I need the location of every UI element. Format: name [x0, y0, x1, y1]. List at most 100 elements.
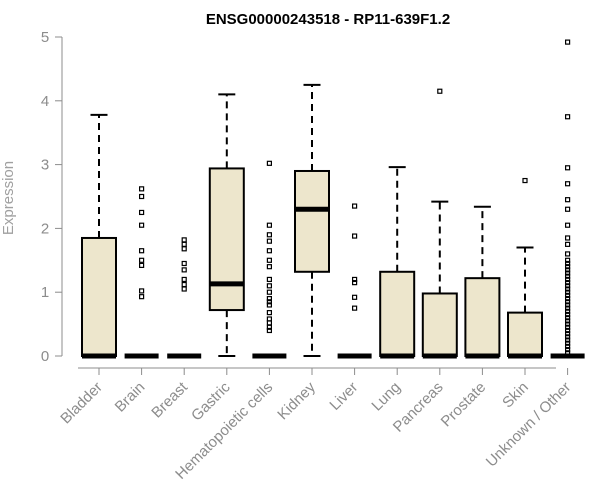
box-group — [550, 39, 585, 359]
outlier-point — [181, 276, 187, 283]
outlier-point — [564, 264, 571, 270]
box-body — [507, 311, 543, 357]
outlier-point — [564, 197, 571, 203]
outlier-point — [564, 257, 571, 263]
box-group — [507, 177, 543, 359]
outlier-point — [139, 248, 145, 254]
outlier-point — [564, 286, 571, 292]
outlier-point — [266, 160, 272, 166]
outlier-point — [564, 251, 571, 257]
outlier-point — [181, 281, 187, 288]
box-group — [379, 166, 416, 359]
box-group — [167, 237, 202, 359]
outlier-point — [564, 39, 571, 45]
box-group — [81, 113, 117, 359]
outlier-point — [181, 237, 187, 243]
outlier-point — [352, 276, 358, 283]
outlier-point — [181, 286, 187, 292]
outlier-point — [564, 289, 571, 295]
outlier-point — [564, 350, 571, 356]
x-tick-label: Skin — [499, 379, 532, 412]
outlier-point — [564, 270, 571, 276]
box-body — [81, 236, 117, 357]
x-tick-label: Brain — [112, 379, 149, 416]
x-tick-label: Breast — [148, 378, 191, 421]
outlier-point — [564, 321, 571, 327]
outlier-point — [181, 241, 187, 247]
x-tick-label: Bladder — [57, 379, 106, 428]
outlier-point — [564, 337, 571, 343]
outlier-point — [266, 276, 272, 283]
outlier-point — [181, 267, 187, 273]
box-body — [208, 167, 245, 312]
outlier-point — [266, 299, 272, 305]
box-group — [252, 160, 287, 359]
outlier-point — [564, 273, 571, 279]
outlier-point — [564, 343, 571, 350]
outlier-point — [352, 233, 358, 239]
outlier-point — [564, 295, 571, 302]
y-axis-title: Expression — [0, 161, 17, 235]
x-tick-label: Kidney — [274, 378, 319, 423]
outlier-point — [352, 305, 358, 311]
outlier-point — [564, 292, 571, 298]
outlier-point — [352, 280, 358, 286]
box-series — [81, 39, 585, 359]
outlier-point — [564, 324, 571, 330]
box-body — [379, 270, 416, 357]
outlier-point — [139, 257, 145, 263]
outlier-point — [564, 283, 571, 289]
outlier-point — [139, 262, 145, 269]
y-axis-ticks: 0 1 2 3 4 5 — [41, 29, 62, 365]
outlier-point — [352, 294, 358, 300]
outlier-point — [564, 347, 571, 353]
outlier-point — [266, 264, 272, 270]
y-tick-label: 0 — [41, 348, 49, 365]
outlier-point — [437, 88, 443, 94]
outlier-point — [564, 302, 571, 308]
outlier-point — [139, 209, 145, 216]
outlier-point — [564, 235, 571, 241]
outlier-point — [139, 294, 145, 300]
outlier-point — [266, 316, 272, 322]
outlier-point — [181, 246, 187, 252]
outlier-point — [266, 302, 272, 308]
box-body — [294, 169, 330, 273]
outlier-point — [564, 222, 571, 228]
outlier-point — [564, 327, 571, 334]
outlier-point — [564, 331, 571, 337]
outlier-point — [266, 283, 272, 289]
y-tick-label: 1 — [41, 284, 49, 301]
box-body — [421, 292, 458, 358]
outlier-point — [564, 181, 571, 187]
outlier-point — [564, 114, 571, 120]
box-body — [464, 277, 501, 357]
outlier-point — [352, 203, 358, 209]
box-group — [124, 186, 159, 359]
outlier-point — [266, 327, 272, 334]
x-tick-label: Liver — [326, 379, 361, 414]
outlier-point — [266, 310, 272, 316]
outlier-point — [564, 165, 571, 171]
outlier-point — [139, 288, 145, 294]
chart-title: ENSG00000243518 - RP11-639F1.2 — [206, 11, 450, 28]
x-tick-label: Prostate — [438, 379, 490, 431]
outlier-point — [564, 305, 571, 311]
outlier-point — [564, 276, 571, 283]
outlier-point — [139, 186, 145, 192]
outlier-point — [564, 340, 571, 346]
outlier-point — [139, 193, 145, 200]
outlier-point — [139, 222, 145, 228]
outlier-point — [564, 206, 571, 212]
x-tick-label: Lung — [368, 379, 404, 415]
y-tick-label: 2 — [41, 220, 49, 237]
box-group — [464, 205, 501, 359]
outlier-point — [564, 280, 571, 286]
outlier-point — [181, 260, 187, 267]
y-tick-label: 3 — [41, 157, 49, 174]
box-group — [208, 93, 245, 357]
outlier-point — [266, 248, 272, 254]
outlier-point — [266, 232, 272, 238]
box-group — [294, 83, 330, 357]
